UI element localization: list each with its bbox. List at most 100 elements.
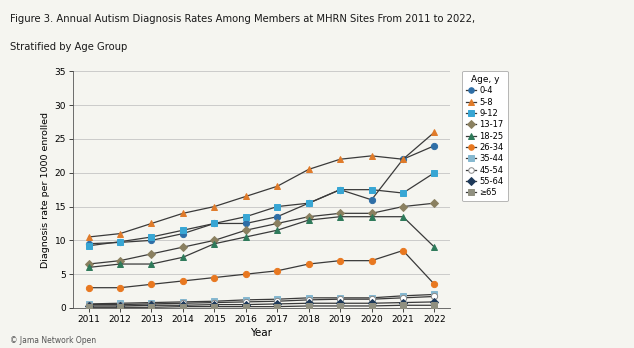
≥65 [210, 304, 218, 309]
9-12 [210, 221, 218, 226]
0-4 [399, 157, 407, 161]
Text: © Jama Network Open: © Jama Network Open [10, 335, 96, 345]
26-34 [399, 248, 407, 253]
13-17 [210, 238, 218, 243]
5-8 [336, 157, 344, 161]
18-25 [368, 215, 375, 219]
13-17 [305, 215, 313, 219]
45-54 [273, 299, 281, 303]
5-8 [85, 235, 93, 239]
55-64 [85, 304, 93, 308]
Line: 55-64: 55-64 [86, 299, 437, 309]
26-34 [242, 272, 250, 276]
0-4 [242, 221, 250, 226]
9-12 [430, 171, 438, 175]
≥65 [368, 304, 375, 308]
26-34 [148, 282, 155, 286]
13-17 [399, 205, 407, 209]
13-17 [242, 228, 250, 232]
≥65 [336, 304, 344, 308]
9-12 [305, 201, 313, 205]
13-17 [430, 201, 438, 205]
Legend: 0-4, 5-8, 9-12, 13-17, 18-25, 26-34, 35-44, 45-54, 55-64, ≥65: 0-4, 5-8, 9-12, 13-17, 18-25, 26-34, 35-… [462, 71, 508, 201]
Line: 35-44: 35-44 [86, 291, 437, 307]
Text: Figure 3. Annual Autism Diagnosis Rates Among Members at MHRN Sites From 2011 to: Figure 3. Annual Autism Diagnosis Rates … [10, 14, 475, 24]
18-25 [399, 215, 407, 219]
Line: 18-25: 18-25 [86, 214, 437, 270]
55-64 [242, 302, 250, 307]
0-4 [273, 215, 281, 219]
≥65 [242, 304, 250, 309]
X-axis label: Year: Year [250, 328, 273, 338]
45-54 [399, 296, 407, 300]
55-64 [368, 301, 375, 305]
35-44 [148, 300, 155, 304]
45-54 [85, 302, 93, 307]
26-34 [368, 259, 375, 263]
0-4 [116, 240, 124, 245]
13-17 [273, 221, 281, 226]
9-12 [242, 215, 250, 219]
55-64 [179, 303, 187, 307]
35-44 [399, 294, 407, 298]
26-34 [116, 286, 124, 290]
≥65 [116, 305, 124, 309]
≥65 [85, 305, 93, 309]
35-44 [305, 296, 313, 300]
0-4 [430, 144, 438, 148]
18-25 [179, 255, 187, 259]
Line: 5-8: 5-8 [86, 129, 437, 240]
≥65 [179, 304, 187, 309]
Line: 9-12: 9-12 [86, 169, 437, 249]
35-44 [368, 296, 375, 300]
45-54 [430, 294, 438, 299]
35-44 [210, 299, 218, 303]
Line: 45-54: 45-54 [86, 293, 437, 308]
13-17 [116, 259, 124, 263]
45-54 [179, 301, 187, 305]
≥65 [399, 303, 407, 307]
45-54 [368, 297, 375, 301]
9-12 [85, 244, 93, 248]
18-25 [273, 228, 281, 232]
9-12 [148, 235, 155, 239]
45-54 [210, 300, 218, 304]
9-12 [336, 188, 344, 192]
13-17 [368, 211, 375, 215]
0-4 [368, 198, 375, 202]
5-8 [273, 184, 281, 188]
45-54 [242, 300, 250, 304]
55-64 [148, 303, 155, 307]
18-25 [85, 265, 93, 269]
0-4 [210, 221, 218, 226]
5-8 [179, 211, 187, 215]
18-25 [116, 262, 124, 266]
Text: Stratified by Age Group: Stratified by Age Group [10, 42, 127, 52]
0-4 [336, 188, 344, 192]
18-25 [430, 245, 438, 249]
35-44 [179, 300, 187, 304]
55-64 [305, 301, 313, 305]
9-12 [273, 205, 281, 209]
35-44 [336, 296, 344, 300]
55-64 [336, 301, 344, 305]
5-8 [305, 167, 313, 172]
26-34 [273, 269, 281, 273]
≥65 [273, 304, 281, 309]
26-34 [336, 259, 344, 263]
Line: ≥65: ≥65 [86, 302, 437, 310]
5-8 [116, 231, 124, 236]
45-54 [148, 302, 155, 306]
0-4 [305, 201, 313, 205]
18-25 [210, 242, 218, 246]
55-64 [273, 302, 281, 306]
9-12 [179, 228, 187, 232]
≥65 [430, 303, 438, 307]
45-54 [305, 298, 313, 302]
45-54 [336, 297, 344, 301]
18-25 [242, 235, 250, 239]
35-44 [242, 298, 250, 302]
26-34 [85, 286, 93, 290]
26-34 [179, 279, 187, 283]
35-44 [85, 302, 93, 306]
